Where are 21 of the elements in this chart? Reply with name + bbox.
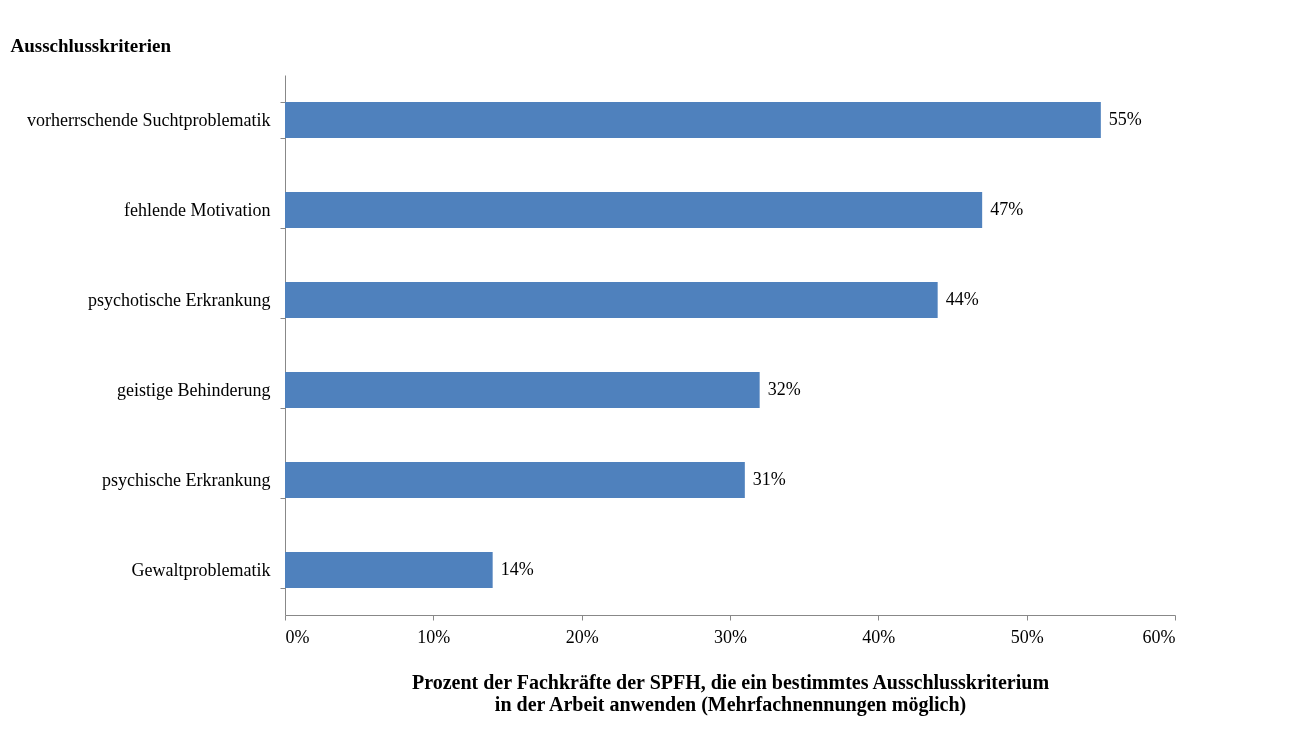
y-axis-title: Ausschlusskriterien: [10, 34, 172, 56]
y-tick-label: vorherrschende Suchtproblematik: [27, 109, 271, 130]
data-label: 31%: [752, 469, 786, 489]
data-label: 44%: [945, 289, 979, 309]
data-label: 32%: [767, 379, 801, 399]
data-label: 14%: [500, 559, 534, 579]
data-label: 55%: [1108, 109, 1142, 129]
x-tick-label: 30%: [714, 626, 747, 647]
x-tick-label: 10%: [417, 626, 451, 647]
x-tick-label: 50%: [1010, 626, 1044, 647]
x-tick-label: 60%: [1142, 626, 1176, 647]
y-tick-label: Gewaltproblematik: [131, 559, 271, 580]
x-tick-label: 20%: [565, 626, 599, 647]
x-tick-label: 40%: [862, 626, 896, 647]
x-axis-title: Prozent der Fachkräfte der SPFH, die ein bestimmtes Ausschlusskriterium in der Arbeit anwenden (Mehrfachnennungen möglich): [411, 670, 1050, 716]
y-tick-label: geistige Behinderung: [117, 379, 271, 400]
y-tick-label: fehlende Motivation: [124, 199, 271, 220]
data-label: 47%: [990, 199, 1024, 219]
y-tick-label: psychotische Erkrankung: [88, 289, 271, 310]
x-tick-label: 0%: [285, 626, 310, 647]
y-tick-label: psychische Erkrankung: [102, 469, 271, 490]
